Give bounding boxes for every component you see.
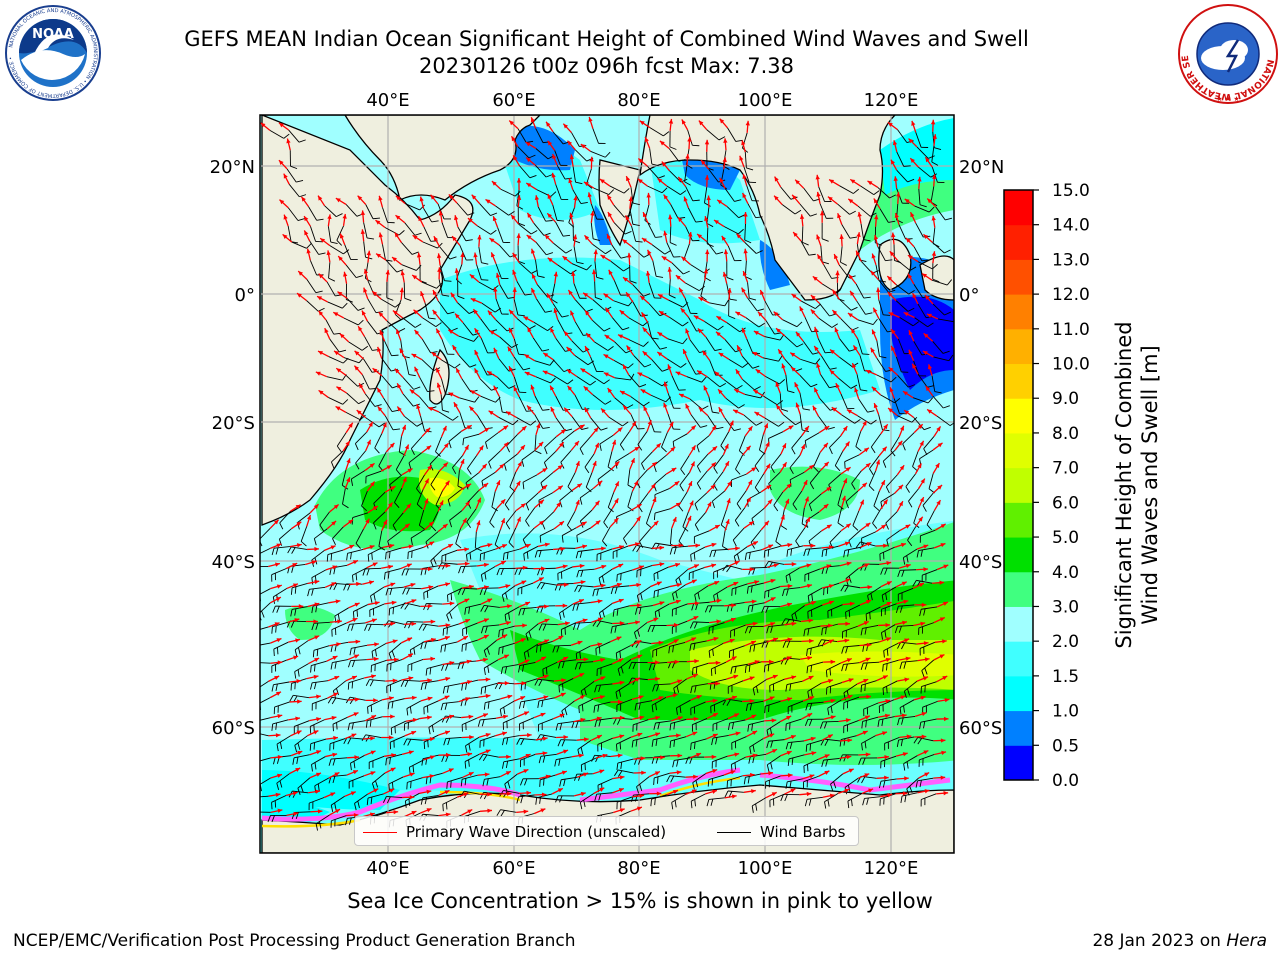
wind-barbs (260, 127, 954, 831)
colorbar-tick-label: 15.0 (1052, 181, 1090, 201)
colorbar-frame (1003, 189, 1034, 781)
colorbar-segment (1004, 537, 1033, 573)
top-longitude-ticks: 40°E 60°E 80°E 100°E 120°E (366, 90, 918, 111)
bottom-longitude-tick-label: 120°E (864, 858, 919, 879)
bottom-longitude-tick-label: 40°E (366, 858, 409, 879)
right-latitude-ticks: 20°N 0° 20°S 40°S 60°S (959, 157, 1004, 739)
legend-item-wind-barbs: Wind Barbs (717, 823, 845, 841)
map-legend: Primary Wave Direction (unscaled) Wind B… (354, 816, 859, 846)
noaa-logo-text: NOAA (32, 27, 74, 42)
top-longitude-tick-label: 120°E (864, 90, 919, 111)
colorbar-tick-label: 3.0 (1052, 597, 1079, 617)
left-latitude-tick-label: 60°S (212, 718, 255, 739)
colorbar-tick-label: 2.0 (1052, 632, 1079, 652)
colorbar-tick-label: 14.0 (1052, 216, 1090, 236)
legend-item-wave-direction: Primary Wave Direction (unscaled) (363, 823, 666, 841)
legend-label-wave-direction: Primary Wave Direction (unscaled) (406, 823, 667, 841)
bottom-longitude-ticks: 40°E 60°E 80°E 100°E 120°E (366, 858, 918, 879)
bottom-longitude-tick-label: 60°E (492, 858, 535, 879)
colorbar-tick-label: 1.0 (1052, 702, 1079, 722)
colorbar-tick-label: 11.0 (1052, 320, 1090, 340)
right-latitude-tick-label: 20°N (959, 157, 1004, 178)
national-weather-service-logo-icon: NATIONAL WEATHER SERVICE ★ ★ ★ (1176, 2, 1278, 104)
colorbar-segment (1004, 294, 1033, 330)
colorbar-title: Significant Height of Combined Wind Wave… (1112, 321, 1162, 648)
sea-ice-note: Sea Ice Concentration > 15% is shown in … (347, 889, 933, 913)
svg-text:★ ★ ★: ★ ★ ★ (1216, 95, 1239, 103)
colorbar-segment (1004, 502, 1033, 538)
legend-swatch-wind-barbs (717, 832, 751, 833)
top-longitude-tick-label: 100°E (738, 90, 793, 111)
colorbar-segment (1004, 641, 1033, 677)
colorbar-segment (1004, 259, 1033, 295)
colorbar-segment (1004, 398, 1033, 434)
colorbar-segment (1004, 675, 1033, 712)
colorbar-tick-label: 0.5 (1052, 736, 1079, 756)
bottom-longitude-tick-label: 100°E (738, 858, 793, 879)
colorbar-tick-label: 0.0 (1052, 771, 1079, 791)
colorbar-segment (1004, 432, 1033, 469)
colorbar-segment (1004, 745, 1033, 781)
colorbar-tick-label: 4.0 (1052, 563, 1079, 583)
footer-credit: NCEP/EMC/Verification Post Processing Pr… (13, 931, 576, 951)
left-latitude-tick-label: 40°S (212, 552, 255, 573)
colorbar-title-line2: Wind Waves and Swell [m] (1138, 345, 1162, 625)
colorbar-tick-label: 13.0 (1052, 250, 1090, 270)
left-latitude-ticks: 20°N 0° 20°S 40°S 60°S (210, 157, 255, 739)
colorbar-segment (1004, 363, 1033, 399)
right-latitude-tick-label: 60°S (959, 718, 1002, 739)
left-latitude-tick-label: 0° (235, 285, 255, 306)
colorbar-tick-label: 6.0 (1052, 493, 1079, 513)
colorbar-tick-label: 5.0 (1052, 528, 1079, 548)
colorbar-title-line1: Significant Height of Combined (1112, 321, 1136, 648)
chart-title: GEFS MEAN Indian Ocean Significant Heigh… (184, 27, 1029, 51)
colorbar-tick-label: 10.0 (1052, 355, 1090, 375)
colorbar-tick-label: 9.0 (1052, 389, 1079, 409)
colorbar-tick-label: 8.0 (1052, 424, 1079, 444)
colorbar-segment (1004, 224, 1033, 260)
colorbar-tick-label: 7.0 (1052, 459, 1079, 479)
top-longitude-tick-label: 40°E (366, 90, 409, 111)
colorbar-tick-label: 12.0 (1052, 285, 1090, 305)
right-latitude-tick-label: 20°S (959, 413, 1002, 434)
colorbar-segment (1004, 467, 1033, 503)
colorbar-tick-label: 1.5 (1052, 667, 1079, 687)
colorbar-segment (1004, 606, 1033, 642)
legend-swatch-wave-direction (363, 832, 397, 833)
graticule (260, 115, 954, 853)
chart-subtitle: 20230126 t00z 096h fcst Max: 7.38 (419, 54, 794, 78)
map-frame (259, 114, 955, 854)
left-latitude-tick-label: 20°N (210, 157, 255, 178)
colorbar-segment (1004, 710, 1033, 746)
wave-direction-arrows (260, 116, 950, 818)
footer-date: 28 Jan 2023 on Hera (1092, 931, 1267, 951)
colorbar-segment (1004, 571, 1033, 607)
colorbar: 0.0 0.5 1.0 1.5 2.0 3.0 4.0 5.0 6.0 7.0 8.0 9.0 10.0… (1003, 181, 1090, 791)
right-latitude-tick-label: 0° (959, 285, 979, 306)
colorbar-segment (1004, 328, 1033, 365)
top-longitude-tick-label: 80°E (617, 90, 660, 111)
footer-date-text: 28 Jan 2023 on (1092, 931, 1227, 951)
top-longitude-tick-label: 60°E (492, 90, 535, 111)
noaa-logo-icon: NOAA NATIONAL OCEANIC AND ATMOSPHERIC AD… (5, 5, 101, 101)
footer-host: Hera (1226, 931, 1267, 951)
colorbar-segment (1004, 190, 1033, 226)
left-latitude-tick-label: 20°S (212, 413, 255, 434)
right-latitude-tick-label: 40°S (959, 552, 1002, 573)
bottom-longitude-tick-label: 80°E (617, 858, 660, 879)
legend-label-wind-barbs: Wind Barbs (760, 823, 846, 841)
